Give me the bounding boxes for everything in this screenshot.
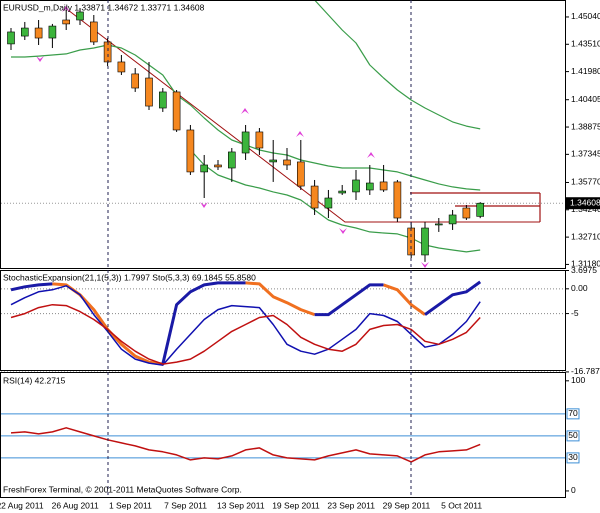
stochastic-panel-frame	[0, 270, 566, 371]
candle-body	[145, 77, 153, 107]
x-tick-label: 26 Aug 2011	[52, 500, 99, 510]
y-tick-label: 1.38875	[571, 121, 600, 131]
y-tick-label: -5	[571, 308, 579, 318]
x-tick-label: 13 Sep 2011	[217, 500, 265, 510]
y-tick-label: 100	[571, 375, 585, 385]
y-tick-label: 0.00	[571, 283, 588, 293]
candle-body	[434, 223, 443, 226]
indicator-line	[314, 0, 481, 130]
candle-body	[131, 73, 139, 89]
indicator-line	[10, 427, 481, 463]
candle-body	[159, 91, 167, 109]
y-tick-label: 1.43510	[571, 39, 600, 49]
candle-body	[462, 207, 471, 219]
indicator-line	[383, 283, 426, 316]
footer: FreshForex Terminal, © 2001-2011 MetaQuo…	[3, 484, 242, 494]
fractal-down	[421, 262, 429, 268]
level-label: 50	[568, 430, 578, 440]
candle-body	[255, 131, 264, 149]
candle-body	[48, 25, 57, 39]
indicator-line	[10, 282, 53, 292]
trend-line	[67, 9, 540, 223]
y-tick-label: 1.32710	[571, 231, 600, 241]
fractal-up	[296, 131, 304, 137]
candle-body	[365, 182, 374, 191]
current-price-label: 1.34608	[570, 197, 600, 207]
candle-body	[324, 197, 333, 209]
fractal-up	[241, 108, 249, 114]
x-tick-label: 1 Sep 2011	[109, 500, 152, 510]
candle-body	[352, 179, 360, 193]
texts: EURUSD_m,Daily 1.33871 1.34672 1.33771 1…	[3, 2, 256, 494]
rsi-panel-frame	[0, 372, 566, 498]
frames	[0, 0, 566, 498]
chart-title: EURUSD_m,Daily 1.33871 1.34672 1.33771 1…	[3, 2, 205, 12]
y-tick-label: 1.37345	[571, 149, 600, 159]
x-tick-label: 22 Aug 2011	[0, 500, 44, 510]
candle-body	[241, 131, 250, 154]
candle-body	[7, 31, 15, 45]
indicator-line	[314, 283, 384, 317]
indicator-line	[245, 281, 316, 317]
x-tick-label: 29 Sep 2011	[383, 500, 431, 510]
candle-body	[172, 91, 181, 131]
candle-body	[34, 27, 43, 39]
candle-body	[448, 214, 457, 225]
candle-body	[338, 190, 347, 194]
candle-body	[269, 159, 278, 163]
candle-body	[20, 27, 29, 37]
candle-body	[214, 164, 222, 168]
candle-body	[393, 181, 402, 219]
level-label-box	[566, 452, 580, 464]
y-tick-label: 1.35770	[571, 177, 600, 187]
candle-body	[379, 181, 388, 191]
y-tick-label: 3.6975	[571, 265, 597, 275]
x-tick-label: 5 Oct 2011	[441, 500, 482, 510]
candle-body	[283, 159, 291, 166]
level-label-box	[566, 408, 580, 420]
candle-body	[310, 185, 319, 209]
candle-body	[476, 202, 485, 217]
y-tick-label: 1.40405	[571, 94, 600, 104]
candle-body	[90, 21, 98, 43]
y-tick-label: -16.787	[571, 366, 600, 376]
level-label: 70	[568, 408, 578, 418]
candle-body	[117, 61, 126, 73]
fractal-up	[367, 152, 375, 158]
candle-body	[228, 151, 236, 169]
fractal-down	[36, 56, 44, 62]
x-tick-label: 7 Sep 2011	[164, 500, 207, 510]
indicator-line	[189, 149, 481, 253]
y-tick-label: 1.41980	[571, 66, 600, 76]
y-tick-label: 1.45040	[571, 11, 600, 21]
candle-body	[421, 227, 429, 256]
candle-body	[76, 11, 84, 21]
main-panel-frame	[0, 0, 566, 269]
indicator-line	[10, 303, 481, 365]
indicator-line	[161, 281, 246, 365]
candle-body	[296, 161, 305, 187]
fractal-up	[62, 6, 70, 12]
level-label: 30	[568, 452, 578, 462]
y-tick-label: 0	[571, 485, 576, 495]
indicator-title: RSI(14) 42.2715	[3, 375, 66, 385]
y-tick-label: 1.31180	[571, 259, 600, 269]
x-tick-label: 23 Sep 2011	[327, 500, 375, 510]
current-price-box	[566, 197, 600, 210]
indicator-title: StochasticExpansion(21,1(5,3)) 1.7997 St…	[3, 272, 256, 282]
indicator-line	[424, 280, 482, 316]
candle-body	[186, 129, 195, 173]
x-tick-label: 19 Sep 2011	[272, 500, 320, 510]
fractal-down	[339, 228, 347, 234]
candle-body	[200, 164, 208, 173]
candle-body	[62, 19, 71, 25]
level-label-box	[566, 430, 580, 442]
